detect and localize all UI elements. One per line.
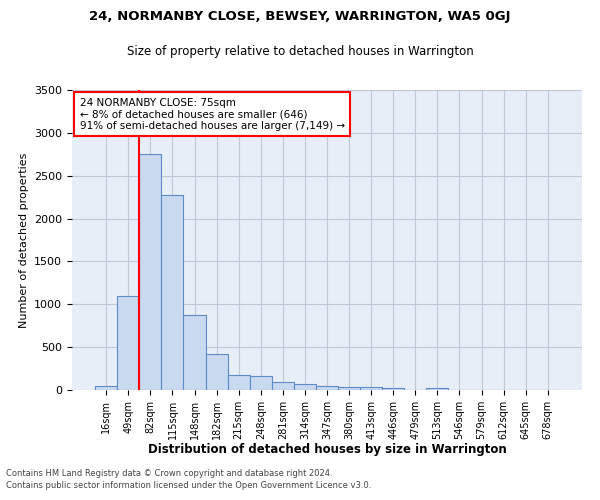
Text: Size of property relative to detached houses in Warrington: Size of property relative to detached ho… [127, 45, 473, 58]
Bar [206, 354, 227, 390]
Bar [250, 376, 272, 390]
Text: Distribution of detached houses by size in Warrington: Distribution of detached houses by size … [148, 442, 506, 456]
Text: Contains public sector information licensed under the Open Government Licence v3: Contains public sector information licen… [6, 481, 371, 490]
Bar [139, 154, 161, 390]
Bar [427, 388, 448, 390]
Bar [227, 376, 250, 390]
Bar [117, 296, 139, 390]
Y-axis label: Number of detached properties: Number of detached properties [19, 152, 29, 328]
Bar [161, 196, 184, 390]
Text: 24 NORMANBY CLOSE: 75sqm
← 8% of detached houses are smaller (646)
91% of semi-d: 24 NORMANBY CLOSE: 75sqm ← 8% of detache… [80, 98, 345, 130]
Bar [338, 386, 360, 390]
Bar [95, 386, 117, 390]
Bar [382, 388, 404, 390]
Bar [184, 316, 206, 390]
Bar [272, 382, 294, 390]
Text: 24, NORMANBY CLOSE, BEWSEY, WARRINGTON, WA5 0GJ: 24, NORMANBY CLOSE, BEWSEY, WARRINGTON, … [89, 10, 511, 23]
Text: Contains HM Land Registry data © Crown copyright and database right 2024.: Contains HM Land Registry data © Crown c… [6, 468, 332, 477]
Bar [360, 388, 382, 390]
Bar [294, 384, 316, 390]
Bar [316, 386, 338, 390]
